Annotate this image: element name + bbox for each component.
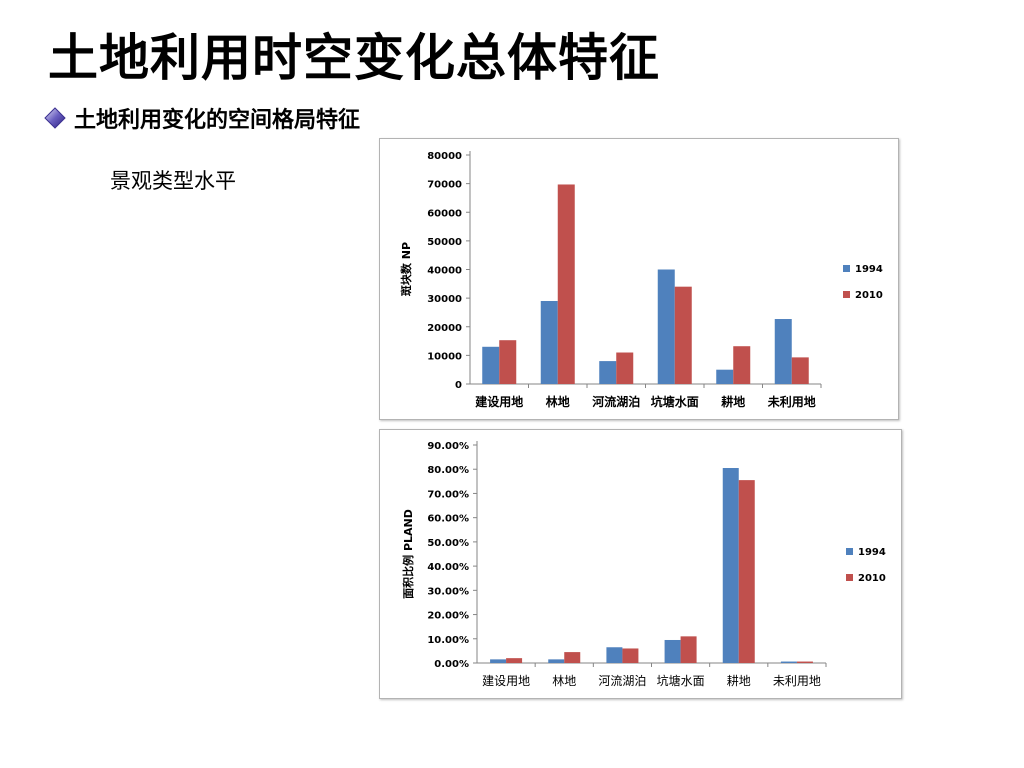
bar-1994 bbox=[490, 659, 507, 663]
y-tick-label: 50.00% bbox=[427, 538, 469, 549]
landscape-level-label: 景观类型水平 bbox=[110, 169, 236, 193]
y-axis-title: 面积比例 PLAND bbox=[401, 509, 415, 599]
x-category-label: 未利用地 bbox=[773, 674, 821, 688]
legend-swatch bbox=[846, 574, 853, 581]
legend-label: 1994 bbox=[855, 264, 883, 275]
pland-chart-svg: 0.00% 10.00% 20.00% 30.00% 40.00% 50.00% 60.00… bbox=[401, 441, 886, 688]
y-tick-label: 30000 bbox=[427, 294, 462, 305]
x-category-label: 坑塘水面 bbox=[657, 673, 705, 688]
subtitle-row: 土地利用变化的空间格局特征 bbox=[44, 102, 360, 134]
y-tick-label: 50000 bbox=[427, 237, 462, 248]
bar-1994 bbox=[774, 319, 792, 384]
y-tick-label: 80.00% bbox=[427, 465, 469, 476]
bar-1994 bbox=[722, 468, 739, 663]
x-category-label: 河流湖泊 bbox=[598, 673, 646, 688]
x-category-label: 坑塘水面 bbox=[651, 394, 699, 409]
y-tick-label: 40.00% bbox=[427, 562, 469, 573]
bar-1994 bbox=[716, 369, 734, 384]
y-tick-label: 60.00% bbox=[427, 514, 469, 525]
legend-label: 2010 bbox=[858, 573, 886, 584]
np-chart: 0 10000 20000 30000 40000 50000 60000 70000 8000… bbox=[379, 138, 899, 420]
y-tick-label: 30.00% bbox=[427, 586, 469, 597]
bar-1994 bbox=[606, 647, 623, 663]
y-tick-label: 40000 bbox=[427, 266, 462, 277]
bar-1994 bbox=[780, 661, 797, 663]
bar-1994 bbox=[482, 346, 500, 384]
x-category-label: 河流湖泊 bbox=[591, 394, 640, 409]
bar-2010 bbox=[557, 184, 575, 384]
section-subtitle: 土地利用变化的空间格局特征 bbox=[74, 108, 361, 133]
slide-title: 土地利用时空变化总体特征 bbox=[48, 29, 660, 87]
x-category-label: 未利用地 bbox=[767, 394, 816, 409]
bar-2010 bbox=[738, 480, 755, 663]
y-tick-label: 60000 bbox=[427, 208, 462, 219]
bar-2010 bbox=[674, 286, 692, 384]
bar-2010 bbox=[622, 648, 639, 663]
legend-label: 1994 bbox=[858, 547, 886, 558]
y-tick-label: 90.00% bbox=[427, 441, 469, 452]
np-chart-svg: 0 10000 20000 30000 40000 50000 60000 70000 8000… bbox=[399, 151, 883, 409]
y-tick-label: 70.00% bbox=[427, 489, 469, 500]
bar-2010 bbox=[796, 661, 813, 663]
bar-1994 bbox=[657, 269, 675, 384]
bar-2010 bbox=[499, 340, 517, 384]
x-category-label: 耕地 bbox=[721, 394, 745, 409]
bar-2010 bbox=[791, 357, 809, 384]
x-category-label: 建设用地 bbox=[474, 394, 523, 409]
legend-label: 2010 bbox=[855, 290, 883, 301]
pland-chart: 0.00% 10.00% 20.00% 30.00% 40.00% 50.00% 60.00… bbox=[379, 429, 902, 699]
x-category-label: 耕地 bbox=[727, 673, 751, 688]
legend-swatch bbox=[843, 265, 850, 272]
bar-2010 bbox=[733, 346, 751, 384]
y-tick-label: 70000 bbox=[427, 180, 462, 191]
legend-swatch bbox=[846, 548, 853, 555]
bar-1994 bbox=[664, 639, 681, 663]
legend-swatch bbox=[843, 291, 850, 298]
y-axis-title: 斑块数 NP bbox=[399, 242, 413, 296]
y-tick-label: 10.00% bbox=[427, 635, 469, 646]
bar-2010 bbox=[616, 352, 634, 384]
y-tick-label: 80000 bbox=[427, 151, 462, 162]
y-tick-label: 10000 bbox=[427, 351, 462, 362]
x-category-label: 建设用地 bbox=[482, 674, 530, 688]
bar-2010 bbox=[564, 652, 581, 663]
bar-1994 bbox=[540, 300, 558, 384]
diamond-bullet-icon bbox=[44, 107, 66, 129]
y-tick-label: 20.00% bbox=[427, 611, 469, 622]
bar-1994 bbox=[599, 361, 617, 384]
bar-1994 bbox=[548, 659, 565, 663]
x-category-label: 林地 bbox=[552, 674, 576, 688]
y-tick-label: 0 bbox=[455, 380, 462, 391]
bar-2010 bbox=[680, 636, 697, 663]
y-tick-label: 0.00% bbox=[434, 659, 469, 670]
y-tick-label: 20000 bbox=[427, 323, 462, 334]
bar-2010 bbox=[506, 658, 523, 663]
x-category-label: 林地 bbox=[546, 394, 570, 409]
